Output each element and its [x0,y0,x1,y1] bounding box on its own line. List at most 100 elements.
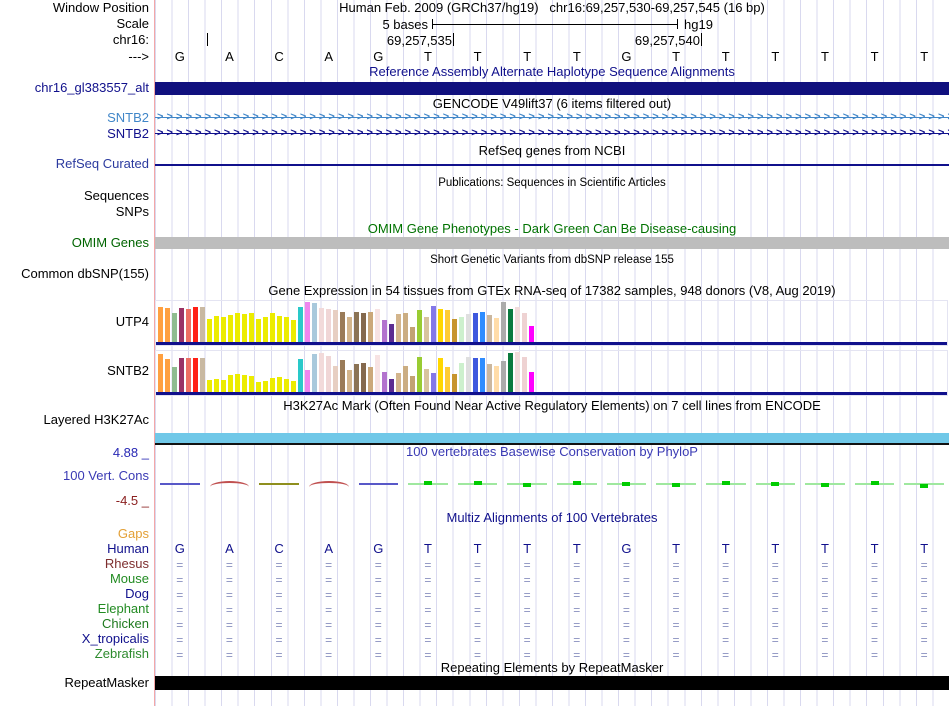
gtex-tissue-bar[interactable] [186,309,191,342]
gtex-tissue-bar[interactable] [214,315,219,342]
gtex-tissue-bar[interactable] [417,356,422,392]
publications-track-title[interactable]: Publications: Sequences in Scientific Ar… [438,177,666,189]
gtex-tissue-bar[interactable] [291,320,296,342]
gtex-tissue-bar[interactable] [158,306,163,342]
gtex-tissue-bar[interactable] [235,313,240,342]
gencode-gene-label-2[interactable]: SNTB2 [107,126,149,141]
gtex-tissue-bar[interactable] [284,378,289,392]
gtex-tissue-bar[interactable] [312,354,317,392]
multiz-species-label-human[interactable]: Human [107,541,149,556]
gtex-tissue-bar[interactable] [221,379,226,392]
gtex-tissue-bar[interactable] [270,378,275,392]
gtex-tissue-bar[interactable] [501,302,506,342]
refseq-curated-label[interactable]: RefSeq Curated [55,156,149,171]
phylop-wiggle-track[interactable] [155,474,949,494]
gtex-gene-label-sntb2[interactable]: SNTB2 [107,363,149,378]
gtex-tissue-bar[interactable] [319,352,324,392]
gtex-barchart-utp4[interactable] [155,300,948,346]
h3k27ac-track-title[interactable]: H3K27Ac Mark (Often Found Near Active Re… [283,398,821,413]
gtex-tissue-bar[interactable] [284,317,289,342]
gtex-tissue-bar[interactable] [263,381,268,392]
gtex-track-title[interactable]: Gene Expression in 54 tissues from GTEx … [268,283,836,298]
gtex-tissue-bar[interactable] [403,365,408,392]
gtex-tissue-bar[interactable] [179,308,184,342]
gtex-tissue-bar[interactable] [207,318,212,342]
multiz-species-label-chicken[interactable]: Chicken [102,616,149,631]
gtex-tissue-bar[interactable] [445,310,450,342]
gtex-tissue-bar[interactable] [424,368,429,392]
gtex-tissue-bar[interactable] [319,308,324,342]
gtex-tissue-bar[interactable] [242,375,247,392]
gtex-tissue-bar[interactable] [228,314,233,342]
gtex-tissue-bar[interactable] [368,312,373,342]
gtex-tissue-bar[interactable] [382,319,387,342]
gtex-tissue-bar[interactable] [165,307,170,342]
phylop-track-label[interactable]: 100 Vert. Cons [63,468,149,483]
gtex-tissue-bar[interactable] [473,357,478,392]
gtex-tissue-bar[interactable] [270,312,275,342]
omim-genes-bar[interactable] [155,237,949,249]
gencode-track-title[interactable]: GENCODE V49lift37 (6 items filtered out) [432,96,672,111]
gtex-tissue-bar[interactable] [424,316,429,342]
gtex-tissue-bar[interactable] [431,306,436,342]
gtex-tissue-bar[interactable] [298,306,303,342]
gtex-tissue-bar[interactable] [431,372,436,392]
multiz-species-label-gaps[interactable]: Gaps [117,526,149,541]
refseq-curated-line[interactable] [155,164,949,166]
gtex-tissue-bar[interactable] [473,313,478,342]
gtex-tissue-bar[interactable] [529,372,534,392]
ref-assembly-track-title[interactable]: Reference Assembly Alternate Haplotype S… [369,64,735,79]
gtex-tissue-bar[interactable] [508,352,513,392]
multiz-track-title[interactable]: Multiz Alignments of 100 Vertebrates [446,510,658,525]
gtex-tissue-bar[interactable] [200,306,205,342]
gtex-barchart-sntb2[interactable] [155,350,948,396]
gtex-tissue-bar[interactable] [207,380,212,392]
gtex-tissue-bar[interactable] [445,367,450,392]
common-dbsnp-label[interactable]: Common dbSNP(155) [21,266,149,281]
gtex-tissue-bar[interactable] [193,358,198,392]
gtex-tissue-bar[interactable] [480,312,485,342]
gtex-tissue-bar[interactable] [494,366,499,392]
alignment-match-row[interactable]: = = = = = = = = = = = = = = = = [155,618,949,632]
gtex-tissue-bar[interactable] [466,356,471,392]
gtex-tissue-bar[interactable] [298,359,303,392]
gtex-tissue-bar[interactable] [158,353,163,392]
gtex-tissue-bar[interactable] [501,360,506,392]
gtex-tissue-bar[interactable] [452,374,457,392]
gtex-tissue-bar[interactable] [515,306,520,342]
gtex-tissue-bar[interactable] [382,372,387,392]
layered-h3k27ac-signal-bar[interactable] [155,433,949,443]
gtex-gene-label-utp4[interactable]: UTP4 [115,314,149,329]
alt-haplotype-bar[interactable] [155,82,949,95]
gtex-tissue-bar[interactable] [179,358,184,392]
gtex-tissue-bar[interactable] [459,363,464,392]
gtex-tissue-bar[interactable] [396,314,401,342]
gtex-tissue-bar[interactable] [291,380,296,392]
gtex-tissue-bar[interactable] [186,358,191,392]
gtex-tissue-bar[interactable] [326,356,331,392]
multiz-species-label-rhesus[interactable]: Rhesus [104,556,149,571]
gtex-tissue-bar[interactable] [277,376,282,392]
gtex-tissue-bar[interactable] [487,315,492,342]
gtex-tissue-bar[interactable] [228,374,233,392]
gtex-tissue-bar[interactable] [459,316,464,342]
gencode-gene-label-1[interactable]: SNTB2 [107,110,149,125]
layered-h3k27ac-label[interactable]: Layered H3K27Ac [43,412,149,427]
gtex-tissue-bar[interactable] [522,356,527,392]
alignment-match-row[interactable]: = = = = = = = = = = = = = = = = [155,558,949,572]
gtex-tissue-bar[interactable] [522,313,527,342]
alt-haplotype-item-label[interactable]: chr16_gl383557_alt [34,80,149,95]
alignment-match-row[interactable]: = = = = = = = = = = = = = = = = [155,588,949,602]
gtex-tissue-bar[interactable] [480,357,485,392]
gtex-tissue-bar[interactable] [354,364,359,392]
repeatmasker-track-title[interactable]: Repeating Elements by RepeatMasker [440,660,664,675]
gtex-tissue-bar[interactable] [235,374,240,392]
gtex-tissue-bar[interactable] [312,303,317,342]
gtex-tissue-bar[interactable] [487,364,492,392]
gtex-tissue-bar[interactable] [438,358,443,392]
gtex-tissue-bar[interactable] [340,311,345,342]
gtex-tissue-bar[interactable] [515,352,520,392]
gtex-tissue-bar[interactable] [389,324,394,342]
